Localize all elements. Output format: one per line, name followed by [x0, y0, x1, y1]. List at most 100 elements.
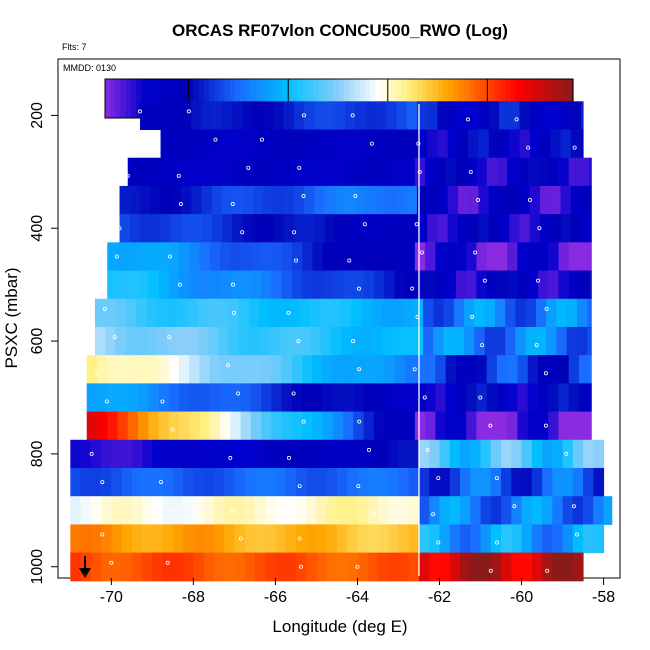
heatmap-cell [470, 439, 482, 469]
heatmap-cell [244, 467, 256, 497]
observation-point [89, 451, 94, 456]
heatmap-cell [90, 439, 102, 469]
colorbar-segment [235, 79, 241, 118]
heatmap-cell [361, 298, 373, 328]
heatmap-cell [388, 439, 399, 469]
observation-point [366, 447, 371, 452]
heatmap-cell [558, 383, 570, 413]
heatmap-cell [443, 326, 455, 356]
heatmap-cell [263, 185, 274, 215]
heatmap-cell [550, 101, 562, 131]
heatmap-cell [199, 383, 211, 413]
heatmap-cell [552, 524, 564, 554]
heatmap-cell [392, 298, 404, 328]
heatmap-cell [388, 524, 399, 554]
heatmap-cell [283, 101, 295, 131]
observation-point [301, 419, 306, 424]
heatmap-cell [501, 439, 512, 469]
colorbar-segment [198, 79, 205, 118]
heatmap-cell [480, 552, 492, 582]
observation-point [138, 109, 143, 114]
heatmap-cell [394, 270, 406, 300]
heatmap-cell [453, 298, 465, 328]
heatmap-cell [496, 242, 508, 272]
heatmap-cell [168, 270, 180, 300]
observation-point [301, 194, 306, 199]
heatmap-cell [423, 298, 434, 328]
heatmap-cell [490, 467, 502, 497]
heatmap-cell [146, 326, 157, 356]
colorbar-segment [292, 79, 298, 118]
heatmap-cell [273, 129, 285, 159]
heatmap-cell [300, 298, 311, 328]
heatmap-cell [201, 101, 213, 131]
heatmap-cell [312, 157, 324, 187]
heatmap-cell [129, 214, 141, 243]
heatmap-cell [213, 467, 225, 497]
heatmap-cell [107, 270, 118, 300]
heatmap-cell [460, 467, 471, 497]
heatmap-cell [412, 298, 424, 328]
heatmap-cell [172, 439, 184, 469]
heatmap-cell [511, 524, 523, 554]
heatmap-cell [373, 355, 385, 384]
heatmap-cell [527, 157, 539, 187]
heatmap-cell [519, 129, 531, 159]
heatmap-cell [336, 439, 348, 469]
heatmap-cell [345, 101, 356, 131]
heatmap-cell [224, 496, 235, 525]
heatmap-cell [540, 214, 551, 243]
colorbar-segment [266, 79, 272, 118]
heatmap-cell [127, 355, 139, 384]
heatmap-cell [240, 383, 252, 413]
heatmap-cell [160, 101, 172, 131]
colorbar-segment [375, 79, 382, 118]
heatmap-cell [222, 214, 233, 243]
colorbar-segment [157, 79, 163, 118]
heatmap-cell [490, 524, 502, 554]
x-tick-label: -66 [264, 589, 287, 606]
heatmap-cell [529, 185, 541, 215]
observation-point [544, 306, 549, 311]
heatmap-cell [357, 496, 369, 525]
heatmap-cell [191, 129, 203, 159]
heatmap-cell [439, 524, 451, 554]
heatmap-cell [548, 242, 559, 272]
heatmap-cell [105, 298, 116, 328]
heatmap-cell [542, 467, 553, 497]
heatmap-cell [275, 439, 287, 469]
heatmap-cell [531, 524, 543, 554]
observation-point [362, 222, 367, 227]
heatmap-cell [540, 185, 551, 215]
colorbar-segment [141, 79, 148, 118]
heatmap-cell [263, 214, 274, 243]
heatmap-cell [312, 355, 324, 384]
heatmap-cell [437, 214, 449, 243]
heatmap-cell [306, 552, 317, 582]
heatmap-cell [589, 411, 592, 441]
observation-point [240, 230, 245, 235]
heatmap-cell [498, 214, 510, 243]
heatmap-cell [90, 524, 102, 554]
heatmap-cell [291, 411, 303, 441]
heatmap-cell [486, 270, 498, 300]
heatmap-cell [427, 101, 438, 131]
observation-point [104, 399, 109, 404]
heatmap-cell [398, 467, 410, 497]
heatmap-cell [396, 214, 408, 243]
colorbar-segment [193, 79, 200, 118]
heatmap-cell [291, 355, 303, 384]
heatmap-cell [511, 552, 523, 582]
heatmap-cell [414, 355, 426, 384]
heatmap-cell [304, 185, 315, 215]
heatmap-cell [224, 467, 235, 497]
heatmap-cell [371, 298, 383, 328]
heatmap-cell [322, 411, 334, 441]
heatmap-cell [302, 383, 313, 413]
heatmap-cell [578, 383, 590, 413]
heatmap-cell [117, 270, 129, 300]
heatmap-cell [552, 467, 564, 497]
colorbar-segment [489, 79, 496, 118]
heatmap-cell [115, 326, 127, 356]
